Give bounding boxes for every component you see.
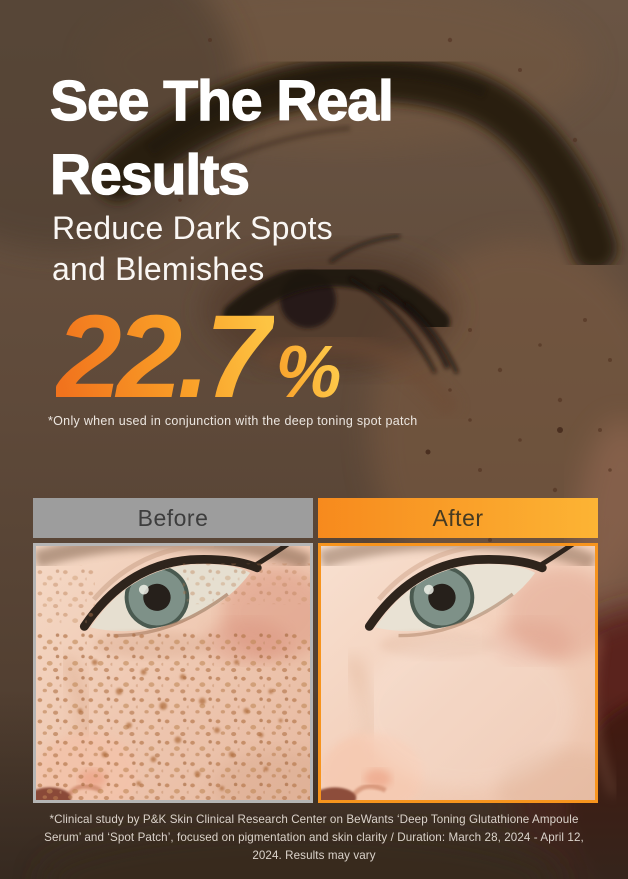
- stat-percent-sign: %: [275, 330, 342, 413]
- headline-line-1: See The Real: [49, 68, 394, 133]
- before-label: Before: [33, 498, 313, 538]
- after-photo: [318, 543, 598, 803]
- disclaimer: *Clinical study by P&K Skin Clinical Res…: [44, 813, 584, 863]
- stat-footnote: *Only when used in conjunction with the …: [48, 414, 418, 428]
- before-skin-image: [36, 546, 310, 800]
- subheadline: Reduce Dark Spots and Blemishes: [52, 208, 333, 290]
- subheadline-line-1: Reduce Dark Spots: [52, 210, 333, 246]
- after-label: After: [318, 498, 598, 538]
- before-after-comparison: Before After: [33, 498, 598, 803]
- subheadline-line-2: and Blemishes: [52, 251, 265, 287]
- headline-line-2: Results: [49, 142, 250, 207]
- before-photo: [33, 543, 313, 803]
- stat-value: 22.7: [56, 298, 274, 416]
- headline: See The Real Results: [49, 64, 394, 212]
- after-skin-image: [321, 546, 595, 800]
- improvement-stat: 22.7 %: [56, 298, 341, 416]
